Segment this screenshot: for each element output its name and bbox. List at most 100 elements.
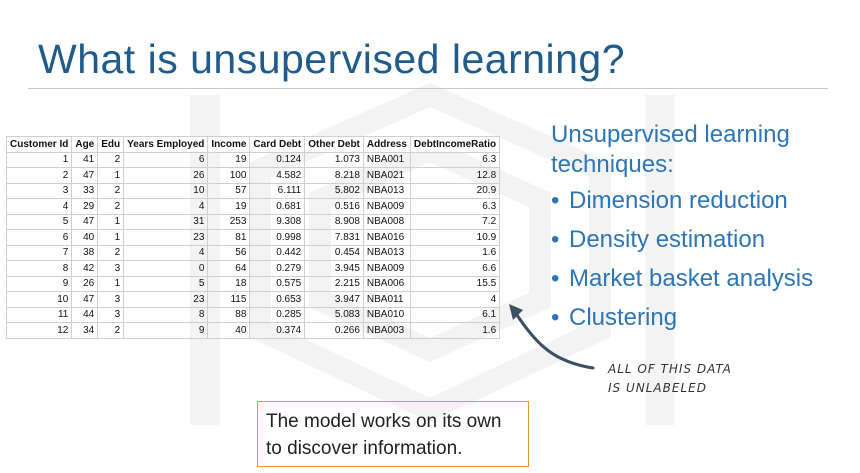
table-cell: 0.374 — [249, 322, 306, 339]
column-header: Card Debt — [249, 136, 306, 153]
bullet-icon: • — [551, 265, 560, 292]
table-cell: 6.3 — [409, 151, 501, 168]
table-cell: 0.266 — [304, 322, 364, 339]
curved-arrow-icon — [509, 304, 595, 370]
table-cell: 1 — [97, 229, 125, 246]
table-cell: 34 — [71, 322, 99, 339]
table-cell: 41 — [71, 151, 99, 168]
table-cell: 26 — [123, 167, 209, 184]
table-cell: NBA001 — [362, 151, 411, 168]
table-cell: 4 — [409, 291, 501, 308]
table-cell: 26 — [71, 275, 99, 292]
table-cell: 4 — [123, 198, 209, 215]
table-cell: 12 — [5, 322, 73, 339]
table-row: 4 29 2 4 19 0.681 0.516 NBA009 6.3 — [5, 198, 501, 215]
table-cell: 47 — [71, 167, 99, 184]
table-row: 10 47 3 23 115 0.653 3.947 NBA011 4 — [5, 291, 501, 308]
table-cell: 3 — [97, 306, 125, 323]
table-cell: 29 — [71, 198, 99, 215]
bullet-icon: • — [551, 226, 560, 253]
table-cell: 8.218 — [304, 167, 364, 184]
table-cell: 0.575 — [249, 275, 306, 292]
column-header: Income — [207, 136, 251, 153]
table-cell: 8.908 — [304, 213, 364, 230]
table-cell: NBA013 — [362, 182, 411, 199]
list-item: • Market basket analysis — [551, 264, 813, 294]
table-header-row: Customer Id Age Edu Years Employed Incom… — [5, 136, 501, 153]
techniques-list: • Dimension reduction • Density estimation… — [551, 186, 813, 333]
table-cell: 42 — [71, 260, 99, 277]
table-cell: 81 — [207, 229, 251, 246]
table-cell: 6.6 — [409, 260, 501, 277]
table-cell: 0.454 — [304, 244, 364, 261]
unlabeled-annotation: ALL OF THIS DATA IS UNLABELED — [608, 360, 732, 398]
techniques-heading: Unsupervised learning techniques: — [551, 120, 813, 180]
table-cell: 8 — [5, 260, 73, 277]
table-cell: 6 — [5, 229, 73, 246]
technique-label: Market basket analysis — [569, 265, 814, 292]
note-text: The model works on its own to discover i… — [266, 411, 502, 459]
slide-title: What is unsupervised learning? — [38, 36, 626, 82]
table-cell: 2 — [5, 167, 73, 184]
table-cell: 10 — [123, 182, 209, 199]
table-cell: 1 — [97, 167, 125, 184]
table-cell: 0 — [123, 260, 209, 277]
column-header: DebtIncomeRatio — [409, 136, 501, 153]
techniques-heading-text: Unsupervised learning techniques: — [551, 121, 790, 178]
table-cell: 7 — [5, 244, 73, 261]
table-cell: NBA011 — [362, 291, 411, 308]
table-cell: 9 — [123, 322, 209, 339]
table-cell: 4.582 — [249, 167, 306, 184]
column-header: Address — [362, 136, 411, 153]
table-cell: 18 — [207, 275, 251, 292]
table-cell: 1.6 — [409, 244, 501, 261]
table-cell: 0.516 — [304, 198, 364, 215]
column-header: Edu — [97, 136, 125, 153]
table-cell: 40 — [207, 322, 251, 339]
customer-data-table: Customer Id Age Edu Years Employed Incom… — [5, 136, 501, 339]
title-divider — [28, 88, 828, 89]
table-cell: 8 — [123, 306, 209, 323]
table-cell: 1 — [97, 213, 125, 230]
table-cell: 0.442 — [249, 244, 306, 261]
table-cell: 64 — [207, 260, 251, 277]
table-row: 7 38 2 4 56 0.442 0.454 NBA013 1.6 — [5, 244, 501, 261]
table-cell: 33 — [71, 182, 99, 199]
annotation-line: ALL OF THIS DATA — [608, 362, 732, 376]
table-cell: 0.998 — [249, 229, 306, 246]
table-cell: 0.681 — [249, 198, 306, 215]
table-cell: 2 — [97, 182, 125, 199]
annotation-line: IS UNLABELED — [608, 381, 707, 395]
table-cell: 6.3 — [409, 198, 501, 215]
table-cell: 9.308 — [249, 213, 306, 230]
table-row: 1 41 2 6 19 0.124 1.073 NBA001 6.3 — [5, 151, 501, 168]
model-note-box: The model works on its own to discover i… — [257, 401, 529, 467]
table-cell: 9 — [5, 275, 73, 292]
table-cell: NBA021 — [362, 167, 411, 184]
table-cell: 44 — [71, 306, 99, 323]
bullet-icon: • — [551, 187, 560, 214]
table-cell: 3 — [97, 291, 125, 308]
table-cell: 4 — [5, 198, 73, 215]
table-cell: 19 — [207, 198, 251, 215]
table-cell: 2 — [97, 244, 125, 261]
table-cell: 115 — [207, 291, 251, 308]
table-cell: 3 — [97, 260, 125, 277]
table-cell: 47 — [71, 291, 99, 308]
table-cell: 6.1 — [409, 306, 501, 323]
technique-label: Clustering — [569, 304, 678, 331]
table-cell: NBA008 — [362, 213, 411, 230]
table-cell: 10.9 — [409, 229, 501, 246]
table-cell: 2 — [97, 198, 125, 215]
table-row: 12 34 2 9 40 0.374 0.266 NBA003 1.6 — [5, 322, 501, 339]
table-cell: 100 — [207, 167, 251, 184]
table-cell: 5 — [5, 213, 73, 230]
techniques-panel: Unsupervised learning techniques: • Dimen… — [551, 120, 813, 342]
table-cell: NBA009 — [362, 260, 411, 277]
column-header: Years Employed — [123, 136, 209, 153]
bullet-icon: • — [551, 304, 560, 331]
table-cell: 0.653 — [249, 291, 306, 308]
table-cell: 2 — [97, 322, 125, 339]
table-cell: 0.285 — [249, 306, 306, 323]
list-item: • Clustering — [551, 303, 813, 333]
